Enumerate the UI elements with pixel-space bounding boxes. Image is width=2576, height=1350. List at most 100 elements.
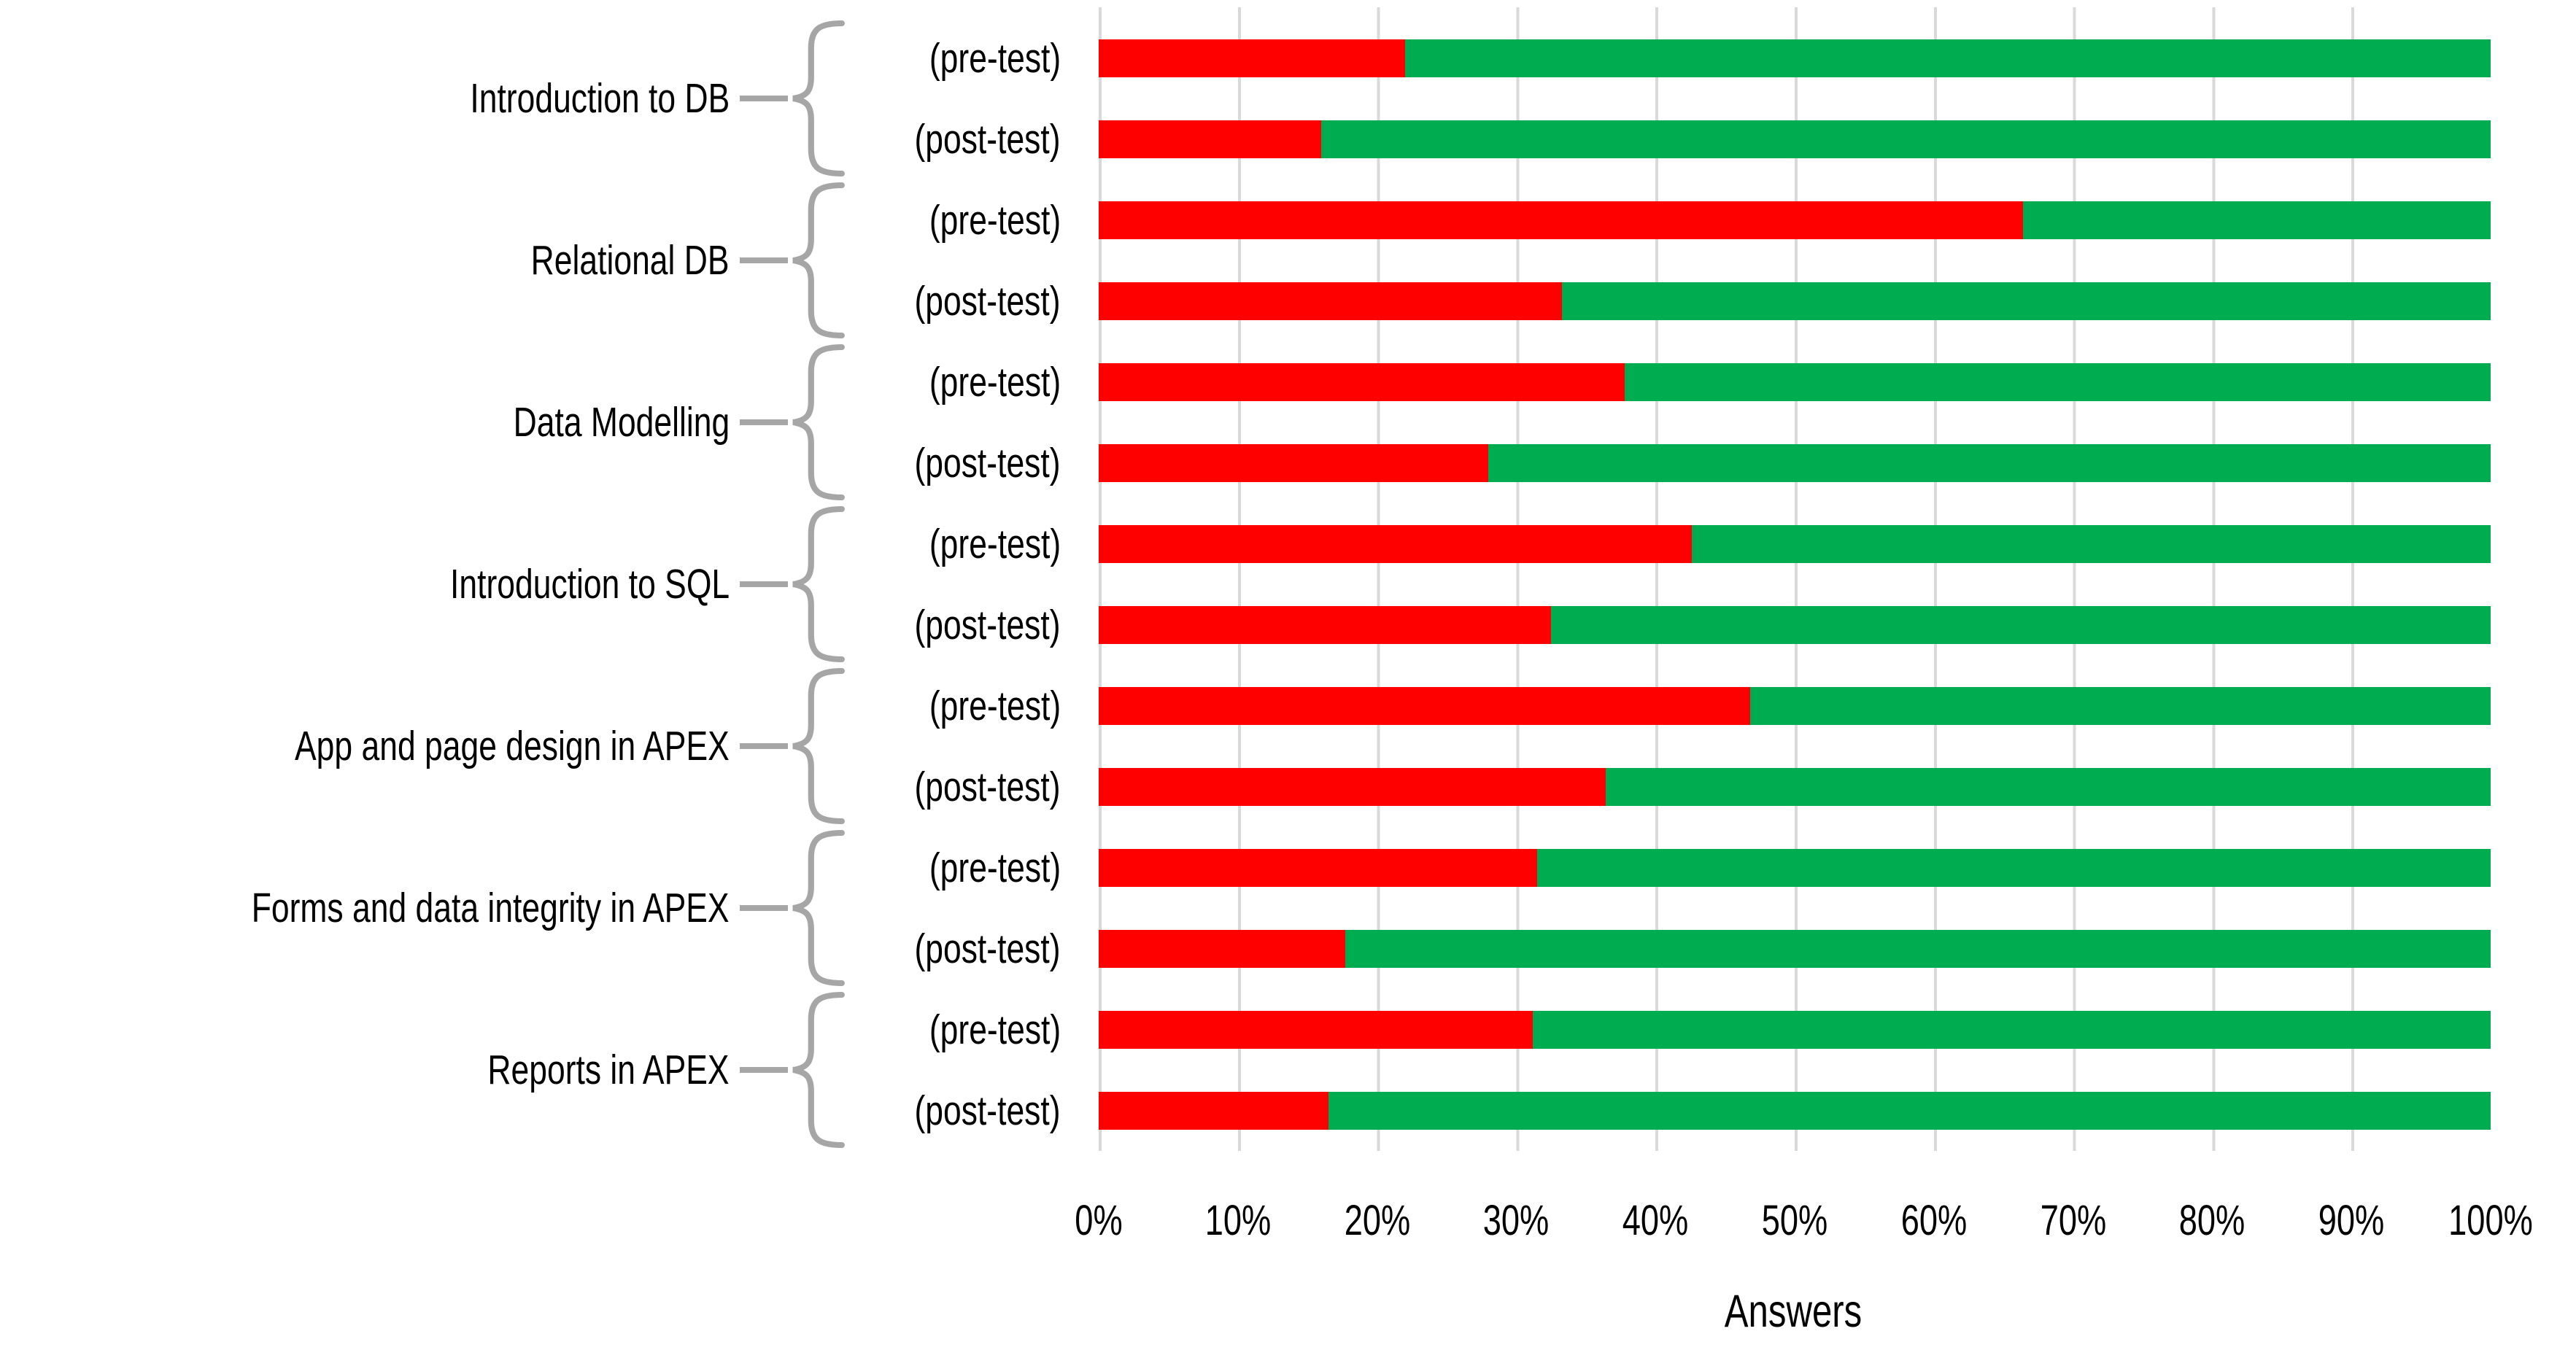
bar-segment-green-correct [1404,39,2491,77]
curly-brace-icon [792,992,845,1148]
connector-line [740,905,788,911]
x-axis-tick-text: 70% [2040,1197,2106,1244]
x-axis-tick-label: 20% [1335,1196,1420,1245]
bar-segment-green-correct [1562,282,2491,320]
bar-row [1099,341,2491,422]
curly-brace-icon [792,830,845,986]
stacked-bar [1099,201,2491,239]
subcategory-label: (pre-test) [846,989,1099,1070]
bar-segment-green-correct [1537,848,2491,887]
x-axis-tick-text: 30% [1483,1197,1550,1244]
bar-segment-red-incorrect [1099,1091,1328,1130]
bar-segment-green-correct [1533,1010,2491,1049]
x-axis-tick-text: 60% [1900,1197,1968,1244]
category-label: Introduction to SQL [0,503,730,665]
bar-segment-red-incorrect [1099,39,1405,77]
group-brace [788,18,846,179]
bar-row [1099,1070,2491,1151]
x-axis-tick-text: 0% [1075,1197,1123,1244]
subcategory-label-text: (pre-test) [929,844,1061,891]
subcategory-labels: (pre-test) (post-test) [846,827,1099,989]
subcategory-labels: (pre-test) (post-test) [846,665,1099,827]
x-axis-tick-label: 30% [1474,1196,1558,1245]
subcategory-label: (pre-test) [846,665,1099,746]
category-group: Relational DB (pre-test) (post-test) [0,179,2576,341]
bar-segment-green-correct [1328,1091,2491,1130]
subcategory-label: (post-test) [846,98,1099,179]
curly-brace-icon [792,20,845,176]
bar-segment-red-incorrect [1099,443,1489,482]
stacked-bar [1099,120,2491,158]
stacked-bar [1099,524,2491,563]
bar-segment-red-incorrect [1099,605,1552,644]
bar-pair [1099,341,2491,503]
curly-brace-icon [792,668,845,824]
bar-row [1099,98,2491,179]
group-brace [788,827,846,989]
stacked-bar [1099,848,2491,887]
subcategory-labels: (pre-test) (post-test) [846,18,1099,179]
subcategory-label: (pre-test) [846,18,1099,98]
bar-pair [1099,989,2491,1151]
category-label-text: Introduction to SQL [449,561,730,608]
x-axis-tick-label: 60% [1892,1196,1976,1245]
subcategory-label: (pre-test) [846,503,1099,584]
subcategory-label-text: (pre-test) [929,682,1061,729]
curly-brace-icon [792,344,845,500]
category-label: Introduction to DB [0,18,730,179]
bar-row [1099,584,2491,665]
group-brace [788,179,846,341]
group-brace [788,503,846,665]
bar-segment-green-correct [2022,201,2491,239]
subcategory-label-text: (post-test) [914,601,1061,648]
category-label-text: Relational DB [531,237,730,284]
bar-segment-red-incorrect [1099,686,1750,725]
bar-groups: Introduction to DB (pre-test) (post-test) R… [0,18,2576,1151]
category-label: Reports in APEX [0,989,730,1151]
subcategory-label-text: (pre-test) [929,358,1061,406]
category-connector-line [730,827,788,989]
x-axis-tick-text: 90% [2318,1197,2385,1244]
stacked-bar [1099,605,2491,644]
curly-brace-icon [792,506,845,662]
bar-segment-red-incorrect [1099,524,1692,563]
stacked-bar [1099,282,2491,320]
bar-row [1099,18,2491,98]
category-label: App and page design in APEX [0,665,730,827]
subcategory-label-text: (post-test) [914,925,1061,972]
connector-line [740,257,788,263]
x-axis-tick-label: 40% [1613,1196,1698,1245]
stacked-bar [1099,929,2491,968]
bar-segment-red-incorrect [1099,120,1322,158]
x-axis-title-text: Answers [1724,1286,1863,1337]
x-axis-tick-text: 10% [1204,1197,1272,1244]
stacked-bar [1099,767,2491,806]
subcategory-labels: (pre-test) (post-test) [846,179,1099,341]
bar-segment-red-incorrect [1099,929,1345,968]
group-brace [788,665,846,827]
group-brace [788,989,846,1151]
subcategory-labels: (pre-test) (post-test) [846,989,1099,1151]
x-axis-tick-label: 10% [1196,1196,1280,1245]
bar-segment-red-incorrect [1099,362,1625,401]
subcategory-label-text: (post-test) [914,115,1061,163]
x-axis-tick-label: 50% [1752,1196,1837,1245]
bar-segment-red-incorrect [1099,1010,1533,1049]
subcategory-label: (post-test) [846,584,1099,665]
bar-row [1099,179,2491,260]
bar-pair [1099,665,2491,827]
bar-row [1099,665,2491,746]
bar-segment-green-correct [1321,120,2491,158]
category-label: Data Modelling [0,341,730,503]
connector-line [740,581,788,587]
connector-line [740,96,788,101]
bar-segment-red-incorrect [1099,201,2023,239]
subcategory-label: (pre-test) [846,341,1099,422]
subcategory-labels: (pre-test) (post-test) [846,503,1099,665]
category-connector-line [730,341,788,503]
category-connector-line [730,18,788,179]
subcategory-label: (pre-test) [846,179,1099,260]
bar-segment-red-incorrect [1099,848,1538,887]
x-axis-tick-text: 40% [1622,1197,1689,1244]
